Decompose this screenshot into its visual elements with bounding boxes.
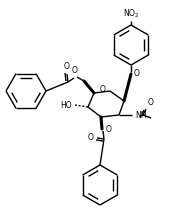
Text: O: O [106, 125, 112, 134]
Text: NH: NH [135, 111, 146, 119]
Text: O: O [64, 62, 70, 71]
Text: HO: HO [60, 101, 72, 109]
Text: O: O [134, 69, 140, 78]
Text: O: O [72, 66, 78, 75]
Text: O: O [100, 85, 106, 94]
Text: O: O [148, 98, 154, 107]
Text: O: O [88, 132, 94, 141]
Text: NO$_2$: NO$_2$ [123, 7, 139, 20]
